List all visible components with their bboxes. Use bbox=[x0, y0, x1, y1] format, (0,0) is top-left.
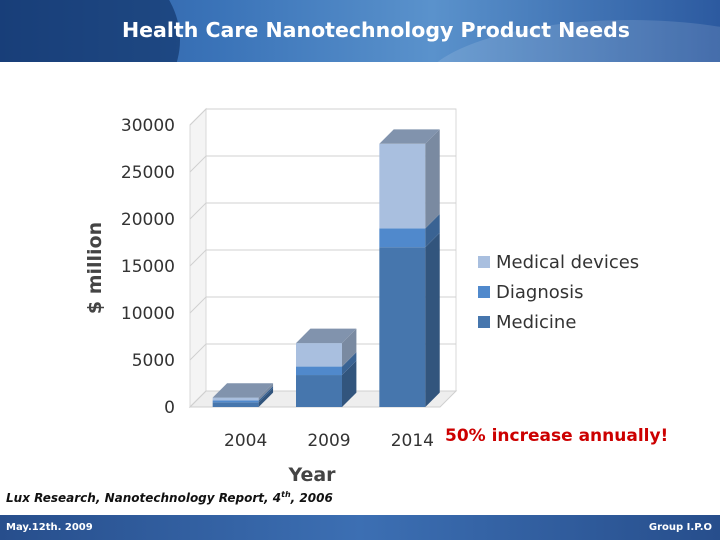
bar-side bbox=[258, 386, 274, 403]
bar-side bbox=[425, 129, 440, 229]
x-axis-label: Year bbox=[287, 464, 336, 486]
legend: Medical devices Diagnosis Medicine bbox=[478, 252, 639, 333]
legend-swatch bbox=[478, 256, 490, 268]
y-tick-labels: 0 5000 10000 15000 20000 25000 30000 bbox=[121, 116, 175, 418]
gridline bbox=[189, 202, 456, 220]
bar-top bbox=[296, 328, 357, 344]
gridline bbox=[189, 108, 456, 126]
x-tick-label: 2009 bbox=[307, 431, 350, 451]
bar-side bbox=[342, 360, 357, 407]
gridline bbox=[189, 296, 456, 314]
gridline bbox=[189, 390, 456, 408]
bar-side bbox=[258, 387, 274, 407]
gridline bbox=[189, 249, 456, 267]
bar-segment-diagnosis bbox=[212, 400, 259, 403]
y-tick-label: 10000 bbox=[121, 304, 175, 324]
legend-label: Medicine bbox=[496, 312, 576, 333]
bar-segment-diagnosis bbox=[296, 366, 342, 376]
bar-top bbox=[379, 129, 440, 144]
y-tick-label: 25000 bbox=[121, 163, 175, 183]
bar-stack-2004 bbox=[212, 383, 274, 407]
bar-side bbox=[425, 232, 440, 407]
citation-text: Lux Research, Nanotechnology Report, 4 bbox=[6, 491, 282, 505]
bar-segment-medical-devices bbox=[296, 343, 342, 367]
growth-annotation: 50% increase annually! bbox=[445, 426, 669, 446]
legend-swatch bbox=[478, 286, 490, 298]
bar-segment-medicine bbox=[296, 375, 342, 407]
y-tick-label: 20000 bbox=[121, 210, 175, 230]
gridline bbox=[189, 343, 456, 361]
bar-side bbox=[342, 352, 357, 376]
bar-segment-medicine bbox=[379, 247, 426, 407]
x-tick-label: 2004 bbox=[224, 431, 267, 451]
title-banner: Health Care Nanotechnology Product Needs bbox=[0, 0, 720, 62]
gridlines bbox=[189, 108, 456, 408]
y-tick-label: 30000 bbox=[121, 116, 175, 136]
gridline bbox=[189, 155, 456, 173]
y-tick-label: 5000 bbox=[132, 351, 175, 371]
legend-swatch bbox=[478, 316, 490, 328]
bar-side bbox=[258, 383, 274, 401]
footer-bar bbox=[0, 515, 720, 540]
citation-year: , 2006 bbox=[290, 491, 333, 505]
bars bbox=[212, 129, 440, 407]
slide-title: Health Care Nanotechnology Product Needs bbox=[122, 18, 630, 42]
x-tick-labels: 2004 2009 2014 bbox=[224, 431, 434, 451]
legend-label: Diagnosis bbox=[496, 282, 584, 303]
citation-superscript: th bbox=[281, 490, 291, 499]
y-axis-label: $ million bbox=[84, 222, 106, 314]
bar-segment-medical-devices bbox=[212, 397, 259, 401]
source-citation: Lux Research, Nanotechnology Report, 4th… bbox=[6, 490, 333, 505]
bar-segment-medicine bbox=[212, 402, 259, 407]
banner-swoosh bbox=[0, 0, 180, 62]
bar-side bbox=[425, 214, 440, 248]
legend-label: Medical devices bbox=[496, 252, 639, 273]
bar-stack-2014 bbox=[379, 129, 440, 407]
bar-top bbox=[212, 383, 274, 398]
bar-segment-diagnosis bbox=[379, 228, 426, 248]
y-tick-label: 15000 bbox=[121, 257, 175, 277]
footer-organization: Group I.P.O bbox=[648, 522, 712, 533]
bar-side bbox=[342, 328, 357, 367]
bar-stack-2009 bbox=[296, 328, 357, 407]
x-tick-label: 2014 bbox=[391, 431, 434, 451]
footer-date: May.12th. 2009 bbox=[6, 522, 93, 533]
bar-segment-medical-devices bbox=[379, 143, 426, 229]
y-tick-label: 0 bbox=[164, 398, 175, 418]
